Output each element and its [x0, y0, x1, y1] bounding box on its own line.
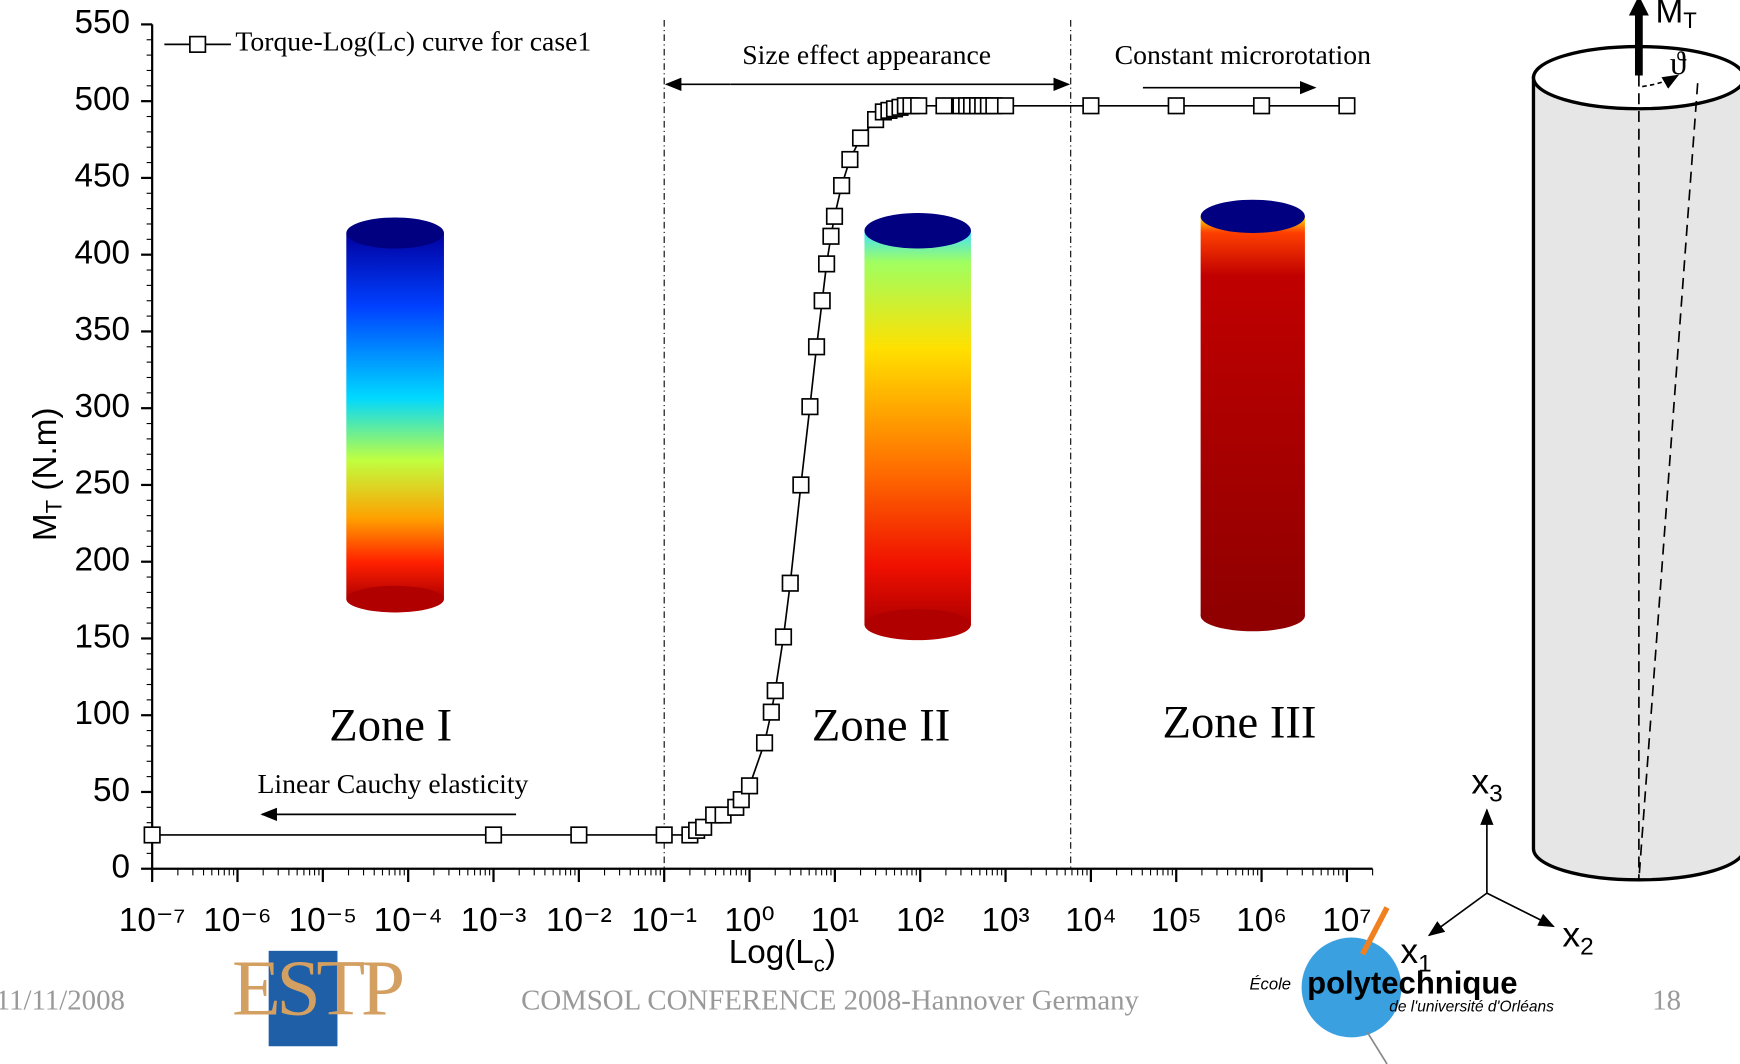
zone-label: Zone I [329, 700, 452, 752]
y-axis-label-part: M [27, 513, 64, 541]
slide: 0 50 100 150 200 250 300 350 400 450 500 550 10⁻⁷ 10⁻… [0, 0, 1740, 1064]
data-point [656, 827, 672, 843]
axis-name-part: x [1471, 762, 1489, 802]
axis-name-part: x [1562, 915, 1580, 955]
data-point [144, 827, 160, 843]
x-tick-label: 10³ [982, 902, 1030, 939]
logo-polytechnique: polytechnique [1307, 965, 1517, 1000]
x-tick-label: 10⁵ [1151, 902, 1202, 939]
data-point [571, 827, 587, 843]
y-axis-label-part: T [41, 499, 66, 513]
axis-name-part: 3 [1489, 781, 1503, 808]
data-point [936, 98, 952, 114]
data-point [853, 130, 869, 146]
annotation: Linear Cauchy elasticity [257, 768, 528, 799]
data-point [767, 683, 783, 699]
footer-date: 11/11/2008 [0, 985, 125, 1017]
y-tick-label: 150 [74, 618, 130, 655]
data-point [823, 228, 839, 244]
y-tick-label: 250 [74, 465, 130, 502]
y-tick-label: 450 [74, 158, 130, 195]
y-tick-label: 200 [74, 542, 130, 579]
footer-page: 18 [1652, 985, 1681, 1017]
legend-label: Torque-Log(Lc) curve for case1 [235, 26, 591, 57]
data-point [782, 575, 798, 591]
data-point [842, 152, 858, 168]
data-point [809, 339, 825, 355]
logo-ecole: École [1249, 975, 1291, 994]
y-tick-label: 550 [74, 4, 130, 41]
y-tick-label: 350 [74, 311, 130, 348]
x-tick-label: 10⁻² [546, 902, 612, 939]
moment-label: MT [1656, 0, 1698, 33]
data-point [834, 178, 850, 194]
data-point [814, 293, 830, 309]
logo-estp: ESTP [232, 945, 403, 1033]
data-point [827, 209, 843, 225]
x-tick-label: 10² [896, 902, 944, 939]
page: {"chart_data": { "type": "line", "xlabel… [0, 0, 1740, 1064]
cylinder-zone1 [346, 217, 444, 612]
x-tick-label: 10⁻¹ [631, 902, 697, 939]
zone-label: Zone II [812, 700, 950, 752]
y-tick-label: 500 [74, 81, 130, 118]
x-axis-label-part: ) [825, 934, 836, 971]
data-point [1083, 98, 1099, 114]
data-point [998, 98, 1014, 114]
y-tick-label: 50 [93, 772, 130, 809]
y-tick-label: 300 [74, 388, 130, 425]
axis-name: x3 [1471, 762, 1502, 808]
data-point [793, 477, 809, 493]
x-tick-label: 10⁻⁵ [289, 902, 357, 939]
y-axis-label-part: (N.m) [27, 407, 64, 499]
moment-label-part: M [1656, 0, 1684, 30]
y-tick-label: 400 [74, 234, 130, 271]
y-tick-label: 0 [111, 849, 130, 886]
x-tick-label: 10⁶ [1236, 902, 1287, 939]
x-tick-label: 10⁴ [1065, 902, 1116, 939]
data-point [776, 629, 792, 645]
axis-name-part: 2 [1580, 934, 1594, 961]
data-point [757, 735, 773, 751]
x-tick-label: 10⁻³ [461, 902, 527, 939]
zone-label: Zone III [1163, 696, 1317, 748]
cylinder-zone2 [864, 213, 971, 640]
legend-marker [190, 37, 206, 53]
x-tick-label: 10⁷ [1322, 902, 1371, 939]
cylinder-zone3 [1201, 200, 1305, 632]
x-axis-label-part: Log(L [729, 934, 814, 971]
x-tick-label: 10⁻⁷ [119, 902, 186, 939]
annotation: Constant microrotation [1115, 39, 1371, 70]
x-axis-label-part: c [814, 951, 825, 976]
logo-universite: de l'université d'Orléans [1389, 999, 1554, 1016]
data-point [819, 256, 835, 272]
x-tick-label: 10⁻⁴ [374, 902, 443, 939]
data-point [764, 704, 780, 720]
axis-name: x2 [1562, 915, 1593, 961]
moment-label-part: T [1683, 8, 1697, 33]
data-point [1254, 98, 1270, 114]
y-tick-label: 100 [74, 695, 130, 732]
data-point [1339, 98, 1355, 114]
angle-label: ϑ [1670, 45, 1687, 82]
y-axis-label: MT (N.m) [27, 407, 67, 541]
data-point [911, 98, 927, 114]
data-point [486, 827, 502, 843]
x-axis-label: Log(Lc) [729, 934, 836, 976]
annotation: Size effect appearance [742, 39, 991, 70]
data-point [1168, 98, 1184, 114]
footer-conference: COMSOL CONFERENCE 2008-Hannover Germany [521, 985, 1139, 1017]
x-tick-label: 10⁻⁶ [203, 902, 271, 939]
data-point [802, 399, 818, 415]
data-point [742, 778, 758, 794]
